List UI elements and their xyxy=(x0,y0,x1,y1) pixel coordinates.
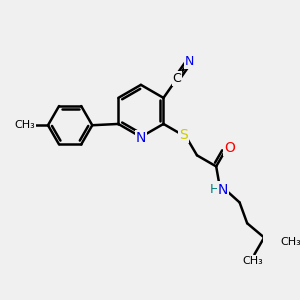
Text: S: S xyxy=(180,128,188,142)
Text: CH₃: CH₃ xyxy=(280,237,300,247)
Text: N: N xyxy=(136,131,146,145)
Text: C: C xyxy=(172,72,181,85)
Text: N: N xyxy=(185,55,194,68)
Text: H: H xyxy=(210,183,219,196)
Text: O: O xyxy=(224,141,235,155)
Text: N: N xyxy=(218,182,228,197)
Text: CH₃: CH₃ xyxy=(15,120,35,130)
Text: CH₃: CH₃ xyxy=(243,256,263,266)
